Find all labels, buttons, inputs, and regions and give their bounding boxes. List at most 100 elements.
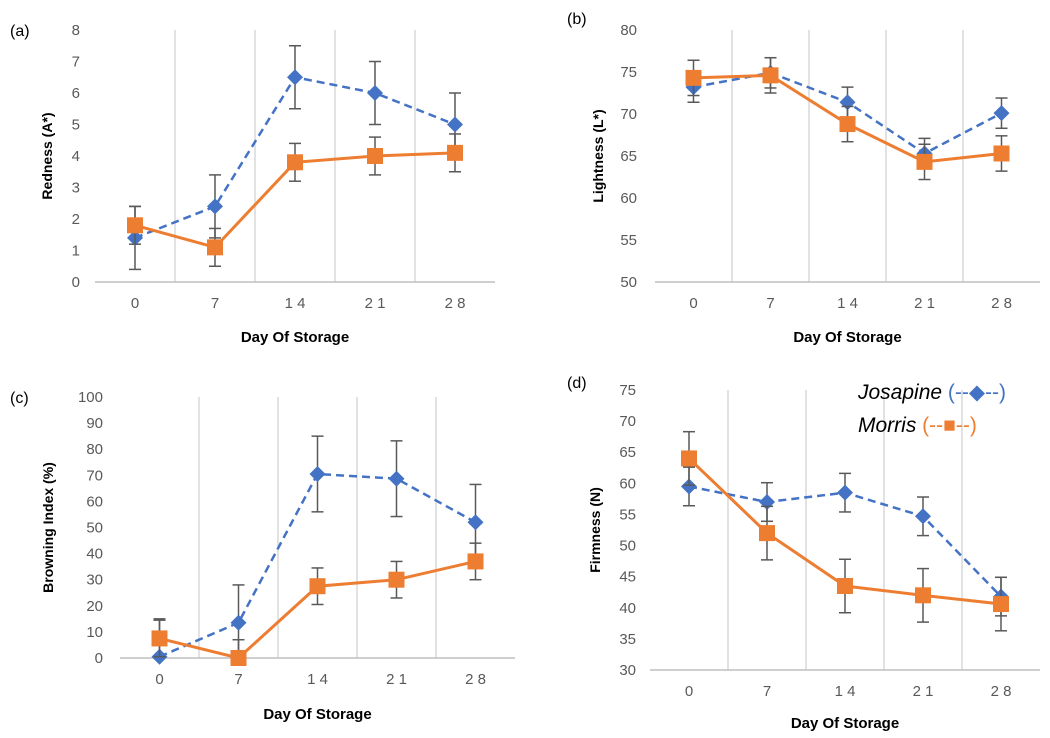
x-tick-label: 2 1 <box>386 671 407 688</box>
series-morris <box>151 542 484 666</box>
x-tick-label: 7 <box>234 671 242 688</box>
data-point <box>993 145 1010 162</box>
data-point <box>230 650 247 666</box>
y-tick-label: 8 <box>72 22 80 39</box>
y-tick-label: 50 <box>620 274 637 291</box>
data-point <box>447 144 463 161</box>
y-tick-label: 90 <box>86 415 103 432</box>
data-point <box>287 69 303 86</box>
y-tick-label: 100 <box>78 389 103 406</box>
data-point <box>762 67 779 84</box>
x-tick-label: 2 1 <box>914 295 935 312</box>
y-tick-label: 65 <box>620 148 637 165</box>
chart-panel-2: (c) 0 10 20 30 40 50 60 70 80 90 100 0 7 1 4 2 1 2 8 Brow… <box>10 389 515 723</box>
data-point <box>207 198 223 215</box>
legend-symbol: (--◆--) <box>942 381 1006 404</box>
y-tick-label: 60 <box>620 190 637 207</box>
x-tick-label: 2 8 <box>465 671 486 688</box>
data-point <box>309 465 326 482</box>
x-tick-label: 0 <box>689 295 697 312</box>
x-axis-title: Day Of Storage <box>241 329 349 346</box>
legend-entry-0: Josapine (--◆--) <box>857 381 1006 404</box>
panel-label: (a) <box>10 23 30 40</box>
x-axis-title: Day Of Storage <box>263 706 371 723</box>
y-tick-label: 40 <box>86 546 103 563</box>
y-tick-label: 75 <box>619 382 636 399</box>
y-tick-label: 80 <box>86 441 103 458</box>
x-tick-label: 1 4 <box>837 295 858 312</box>
data-point <box>287 154 303 171</box>
legend-series-name: Josapine <box>857 381 942 404</box>
x-tick-label: 0 <box>155 671 163 688</box>
series-morris <box>681 430 1009 632</box>
data-point <box>993 596 1009 613</box>
y-tick-label: 10 <box>86 624 103 641</box>
y-tick-label: 70 <box>86 467 103 484</box>
x-tick-label: 0 <box>685 683 693 700</box>
legend-entry-1: Morris (--■--) <box>858 414 977 437</box>
x-tick-label: 2 8 <box>445 295 466 312</box>
data-point <box>837 578 853 594</box>
data-point <box>839 116 856 133</box>
x-tick-label: 2 8 <box>991 295 1012 312</box>
data-point <box>681 478 697 495</box>
data-point <box>915 587 931 604</box>
y-axis-title: Firmness (N) <box>587 487 603 573</box>
y-tick-label: 50 <box>619 538 636 555</box>
y-tick-label: 40 <box>619 600 636 617</box>
legend: Josapine (--◆--) Morris (--■--) <box>857 381 1006 437</box>
y-axis-title: Lightness (L*) <box>590 109 606 202</box>
y-tick-label: 50 <box>86 520 103 537</box>
data-point <box>309 578 326 595</box>
y-tick-label: 70 <box>619 413 636 430</box>
y-tick-label: 75 <box>620 64 637 81</box>
y-tick-label: 30 <box>86 572 103 589</box>
x-tick-label: 2 1 <box>365 295 386 312</box>
data-point <box>388 571 405 588</box>
y-tick-label: 3 <box>72 180 80 197</box>
data-point <box>467 553 484 570</box>
x-tick-label: 7 <box>763 683 771 700</box>
x-tick-label: 2 8 <box>991 683 1012 700</box>
data-point <box>127 217 143 234</box>
y-tick-label: 55 <box>619 506 636 523</box>
y-axis-title: Browning Index (%) <box>40 462 56 593</box>
y-axis-title: Redness (A*) <box>39 112 55 199</box>
legend-symbol: (--■--) <box>916 414 976 437</box>
series-josapine <box>151 435 484 665</box>
y-tick-label: 70 <box>620 106 637 123</box>
y-tick-label: 0 <box>72 274 80 291</box>
y-tick-label: 45 <box>619 569 636 586</box>
x-axis-title: Day Of Storage <box>791 715 899 732</box>
y-tick-label: 65 <box>619 444 636 461</box>
data-point <box>367 148 383 164</box>
data-point <box>367 85 383 101</box>
x-tick-label: 1 4 <box>285 295 306 312</box>
x-tick-label: 7 <box>211 295 219 312</box>
series-morris <box>127 133 463 267</box>
y-tick-label: 1 <box>72 243 80 260</box>
chart-panel-0: (a) 0 1 2 3 4 5 6 7 8 0 7 1 4 2 1 2 8 Redness (A*) Day O… <box>10 22 495 346</box>
data-point <box>759 525 775 542</box>
series-morris <box>685 56 1010 181</box>
y-tick-label: 80 <box>620 22 637 39</box>
y-tick-label: 35 <box>619 631 636 648</box>
panel-label: (b) <box>567 11 587 28</box>
legend-series-name: Morris <box>858 414 917 437</box>
data-point <box>685 69 702 86</box>
y-tick-label: 60 <box>619 475 636 492</box>
y-tick-label: 60 <box>86 493 103 510</box>
x-tick-label: 2 1 <box>913 683 934 700</box>
chart-panel-1: (b) 50 55 60 65 70 75 80 0 7 1 4 2 1 2 8 Lightness (L… <box>567 11 1040 346</box>
data-point <box>916 153 933 170</box>
data-point <box>230 614 247 631</box>
y-tick-label: 30 <box>619 662 636 679</box>
data-point <box>993 105 1010 122</box>
y-tick-label: 5 <box>72 117 80 134</box>
x-tick-label: 1 4 <box>307 671 328 688</box>
y-tick-label: 2 <box>72 211 80 228</box>
panel-label: (d) <box>567 375 587 392</box>
data-point <box>207 239 223 256</box>
chart-panel-3: (d) 30 35 40 45 50 55 60 65 70 75 0 7 1 4 2 1 2 8 Firmne… <box>567 375 1040 732</box>
